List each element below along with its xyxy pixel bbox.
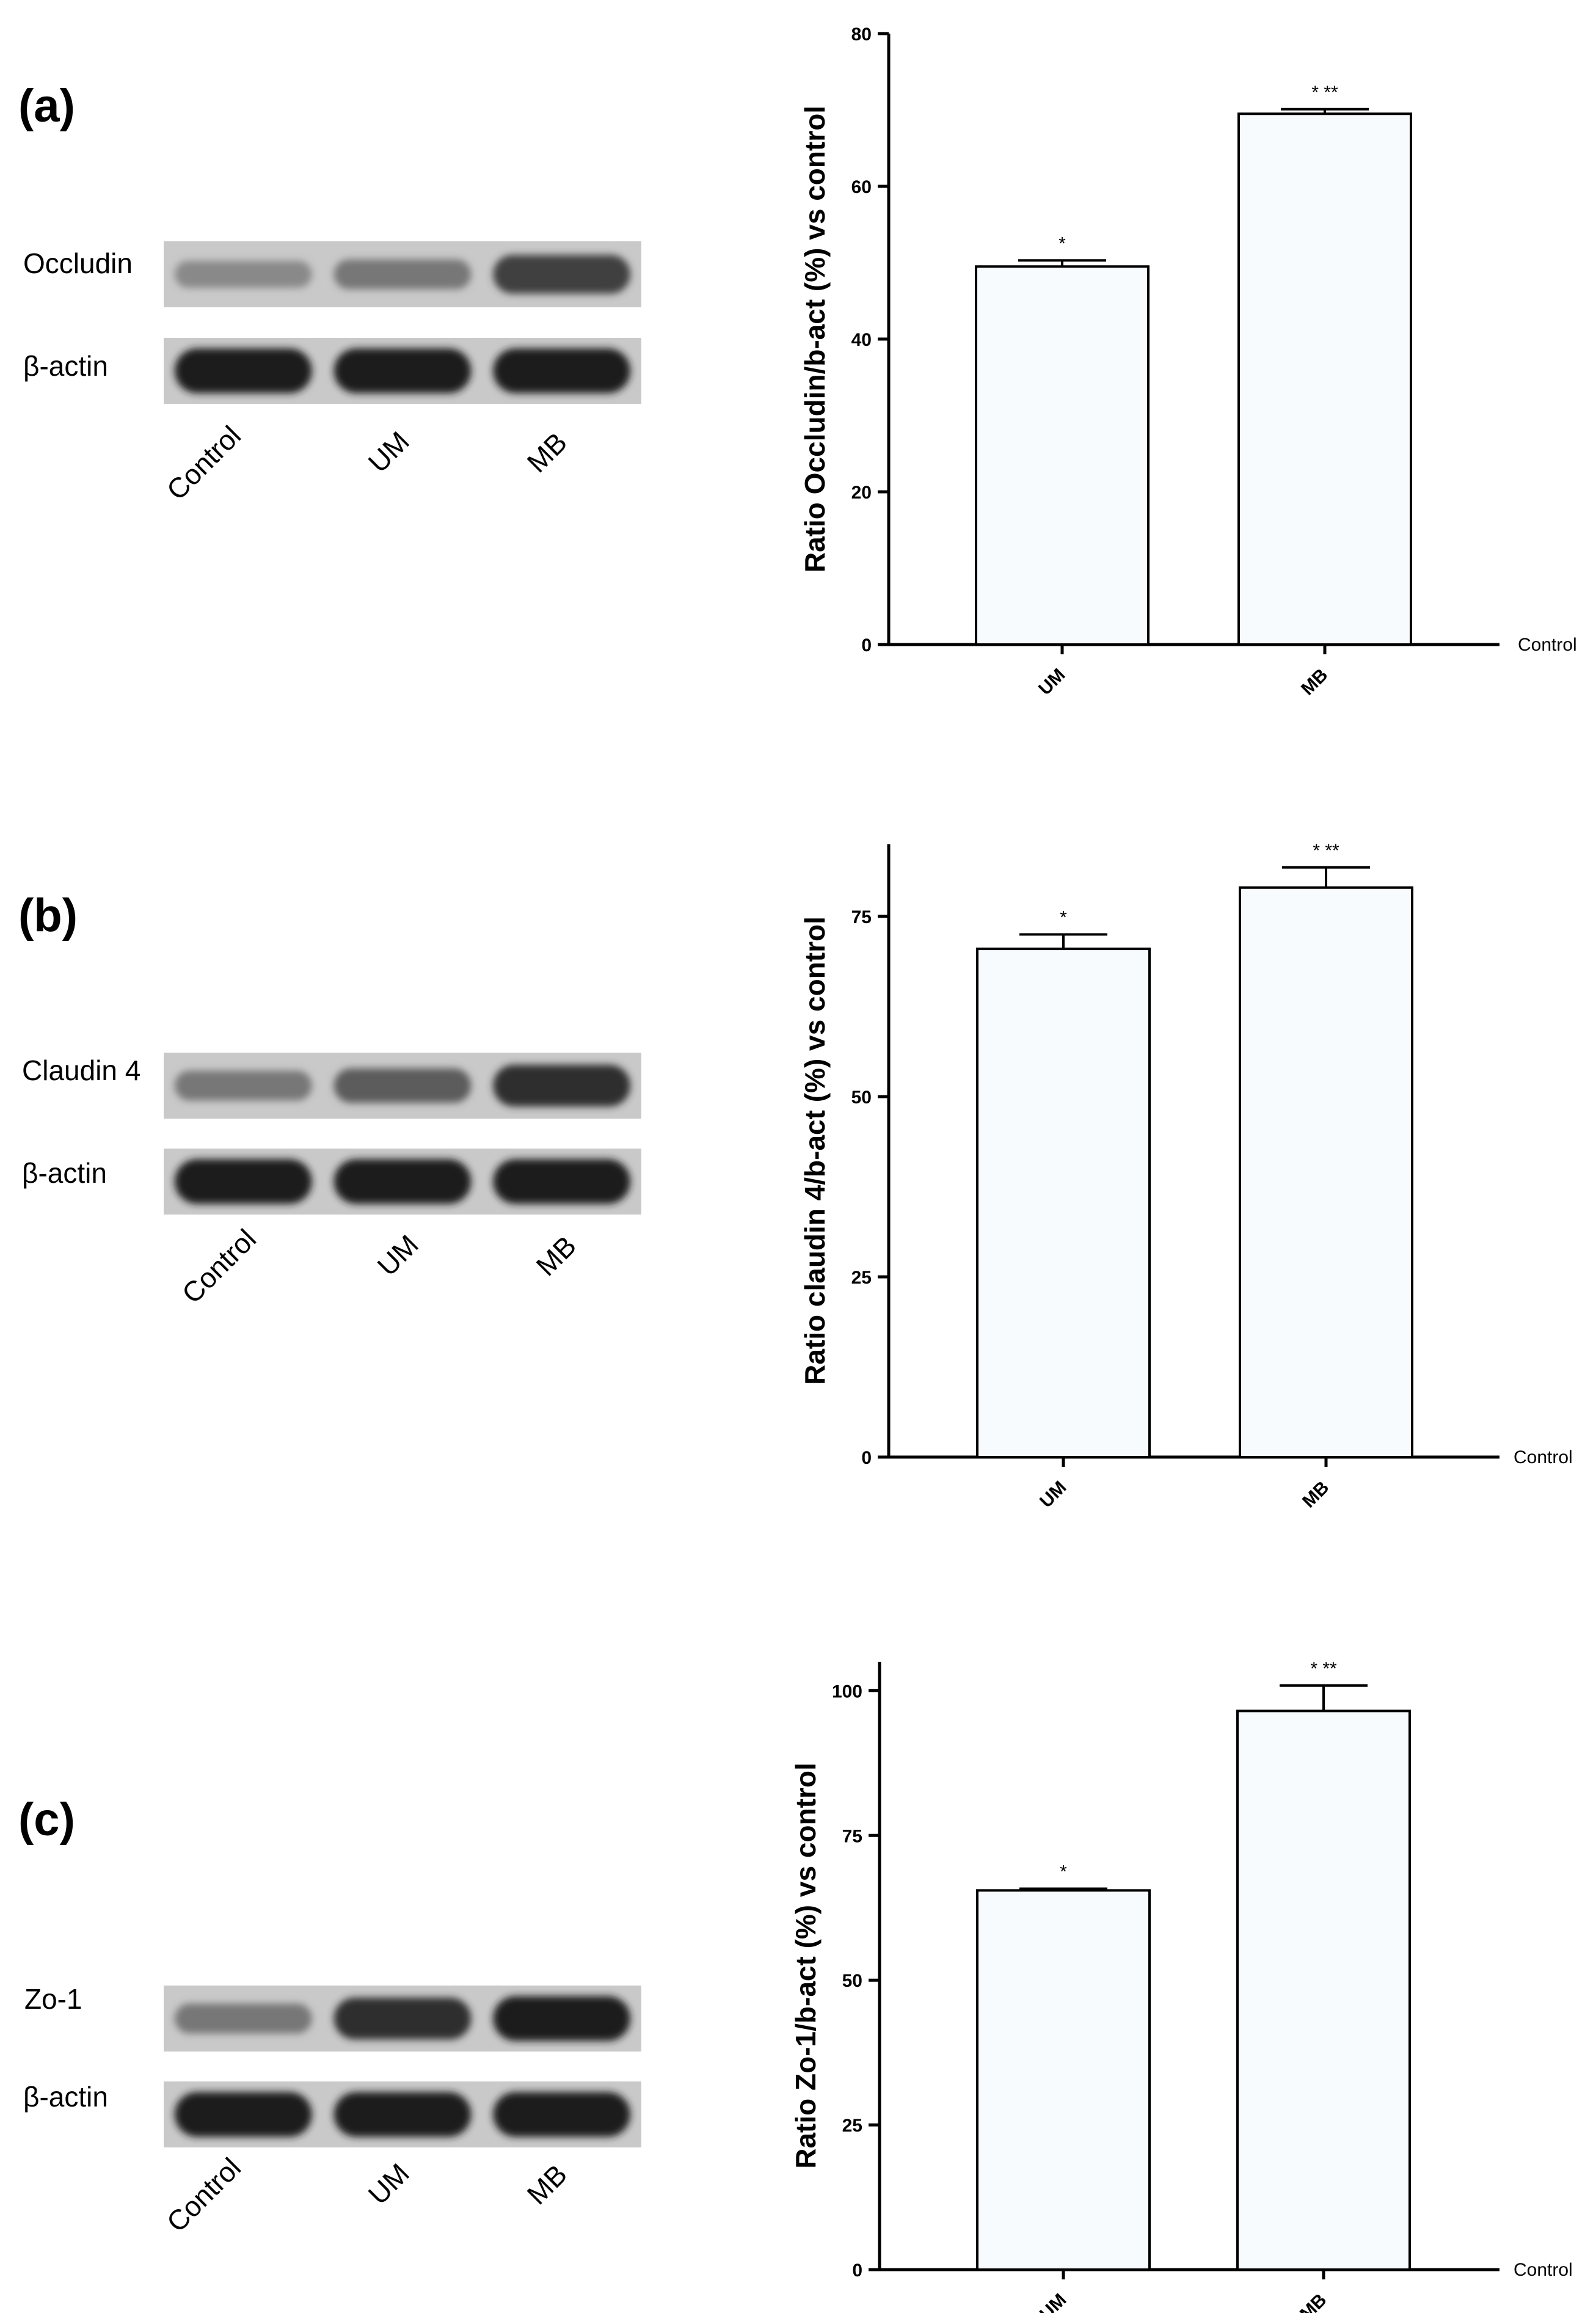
bar	[1239, 886, 1413, 1459]
category-label: MB	[1296, 2290, 1330, 2313]
y-axis-label: Ratio Occludin/b-act (%) vs control	[799, 106, 831, 572]
bar	[975, 265, 1150, 646]
y-axis-label: Ratio claudin 4/b-act (%) vs control	[799, 916, 831, 1385]
significance-label: * **	[1313, 841, 1339, 861]
bar	[976, 948, 1151, 1458]
bar-chart-2: 0 25 50 75 Ratio claudin 4/b-act (%) vs cont…	[799, 841, 1573, 1512]
significance-label: *	[1060, 908, 1067, 928]
bar	[1237, 112, 1412, 646]
y-tick-label: 50	[851, 1087, 872, 1108]
y-tick-label: 40	[851, 330, 872, 350]
panel-label-c: (c)	[18, 1794, 75, 1846]
bar	[1236, 1709, 1411, 2271]
category-label: UM	[1036, 2290, 1070, 2313]
panel-label-b: (b)	[18, 890, 78, 941]
blot-row-label-zo-1: Zo-1	[24, 1983, 82, 2015]
y-tick-label: 75	[842, 1826, 862, 1846]
y-tick-label: 0	[861, 1448, 872, 1468]
y-tick-label: 20	[851, 483, 872, 503]
y-tick-label: 80	[851, 24, 872, 45]
y-tick-label: 100	[832, 1681, 862, 1701]
y-tick-label: 60	[851, 177, 872, 197]
panel-label-a: (a)	[18, 80, 75, 132]
baseline-label: Control	[1518, 635, 1577, 655]
bar-chart-3: 0 25 50 75 100 Ratio Zo-1/b-act (%) vs contro…	[790, 1659, 1573, 2313]
category-label: UM	[1036, 1477, 1070, 1511]
blot-row-label-beta-actin: β-actin	[23, 2081, 108, 2113]
significance-label: *	[1059, 233, 1066, 254]
significance-label: * **	[1311, 82, 1338, 103]
y-tick-label: 50	[842, 1971, 862, 1991]
significance-label: *	[1060, 1862, 1067, 1882]
bar	[976, 1889, 1151, 2271]
blot-row-label-claudin-4: Claudin 4	[22, 1054, 141, 1086]
category-label: MB	[1297, 665, 1332, 699]
baseline-label: Control	[1514, 2260, 1573, 2280]
y-tick-label: 75	[851, 907, 872, 927]
bar-chart-1: 0 20 40 60 80 Ratio Occludin/b-act (%) vs con…	[799, 24, 1577, 699]
y-axis-label: Ratio Zo-1/b-act (%) vs control	[790, 1763, 822, 2168]
y-tick-label: 25	[842, 2116, 862, 2136]
y-tick-label: 25	[851, 1268, 872, 1288]
baseline-label: Control	[1514, 1447, 1573, 1467]
blot-row-label-beta-actin: β-actin	[23, 350, 108, 382]
significance-label: * **	[1310, 1659, 1337, 1679]
category-label: MB	[1299, 1477, 1333, 1511]
y-tick-label: 0	[861, 635, 872, 656]
y-tick-label: 0	[852, 2260, 862, 2281]
blot-row-label-beta-actin: β-actin	[22, 1157, 107, 1189]
blot-row-label-occludin: Occludin	[23, 247, 133, 279]
category-label: UM	[1035, 665, 1069, 699]
